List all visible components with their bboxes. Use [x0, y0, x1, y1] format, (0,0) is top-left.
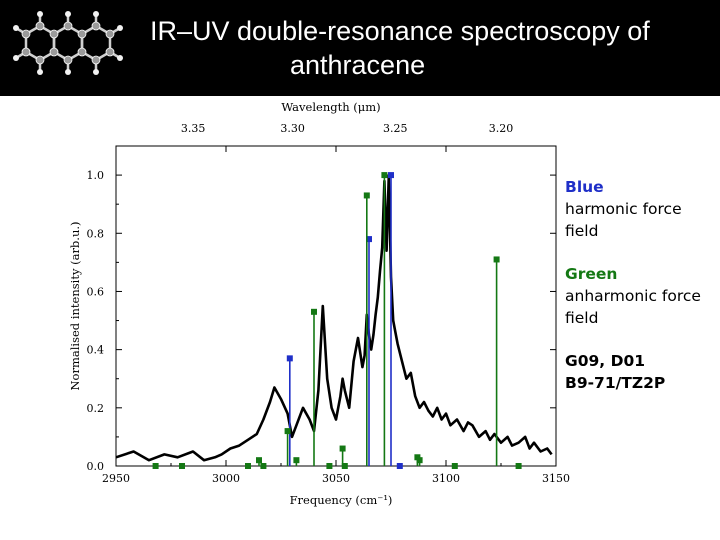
top-tick-label: 3.25	[383, 122, 408, 135]
page-title: IR–UV double-resonance spectroscopy of a…	[150, 14, 690, 82]
legend-reference-block: G09, D01 B9-71/TZ2P	[565, 350, 715, 394]
x-tick-label: 3000	[212, 472, 240, 485]
green-stick-marker	[245, 463, 251, 469]
blue-stick-marker	[286, 355, 293, 362]
green-stick-marker	[293, 457, 300, 464]
legend-ref-line-1: G09, D01	[565, 352, 646, 370]
x-tick-label: 3100	[432, 472, 460, 485]
legend-green-text-2: field	[565, 309, 599, 327]
legend-panel: Blue harmonic force field Green anharmon…	[565, 176, 715, 415]
green-stick-marker	[451, 463, 458, 469]
blue-stick-marker	[388, 172, 394, 179]
legend-blue-heading: Blue	[565, 178, 604, 196]
legend-blue-block: Blue harmonic force field	[565, 176, 715, 242]
green-stick-marker	[493, 256, 500, 263]
x-tick-label: 3050	[322, 472, 350, 485]
spectrum-chart: 2950 3000 3050 3100 3150 0.0 0.2 0.4 0.6 0.8 1.0 3.…	[68, 100, 570, 507]
green-stick-marker	[152, 463, 159, 469]
green-stick-marker	[416, 457, 423, 464]
x-axis-label: Frequency (cm⁻¹)	[290, 493, 393, 507]
green-stick-marker	[179, 463, 185, 469]
experimental-spectrum-line	[115, 173, 553, 462]
green-stick-marker	[341, 463, 348, 469]
top-tick-label: 3.35	[181, 122, 206, 135]
green-stick-marker	[339, 445, 346, 452]
y-tick-label: 1.0	[87, 169, 105, 182]
y-tick-label: 0.6	[87, 285, 105, 298]
blue-stick-marker	[396, 463, 403, 469]
green-stick-marker	[515, 463, 522, 469]
title-line-2: anthracene	[290, 50, 426, 80]
green-stick-marker	[363, 192, 370, 199]
y-tick-label: 0.8	[87, 227, 105, 240]
title-line-1: IR–UV double-resonance spectroscopy of	[150, 16, 650, 46]
top-axis-label: Wavelength (μm)	[281, 100, 380, 114]
y-tick-label: 0.2	[87, 402, 105, 415]
y-tick-label: 0.0	[87, 460, 105, 473]
legend-green-text-1: anharmonic force	[565, 287, 701, 305]
legend-ref-line-2: B9-71/TZ2P	[565, 374, 666, 392]
green-stick-marker	[326, 463, 333, 469]
legend-green-block: Green anharmonic force field	[565, 263, 715, 329]
green-stick-marker	[260, 463, 267, 469]
legend-blue-text-1: harmonic force	[565, 200, 682, 218]
green-stick-marker	[256, 457, 262, 464]
title-banner: IR–UV double-resonance spectroscopy of a…	[0, 0, 720, 96]
legend-blue-text-2: field	[565, 222, 599, 240]
green-stick-marker	[311, 308, 317, 315]
legend-green-heading: Green	[565, 265, 618, 283]
x-tick-label: 2950	[102, 472, 130, 485]
green-stick-marker	[381, 172, 388, 179]
y-axis-label: Normalised intensity (arb.u.)	[68, 221, 82, 390]
top-tick-label: 3.20	[489, 122, 514, 135]
blue-stick-marker	[366, 236, 372, 243]
top-tick-label: 3.30	[280, 122, 305, 135]
green-stick-marker	[284, 428, 291, 435]
y-tick-label: 0.4	[87, 344, 105, 357]
anthracene-molecule-icon	[13, 11, 123, 75]
x-tick-label: 3150	[542, 472, 570, 485]
